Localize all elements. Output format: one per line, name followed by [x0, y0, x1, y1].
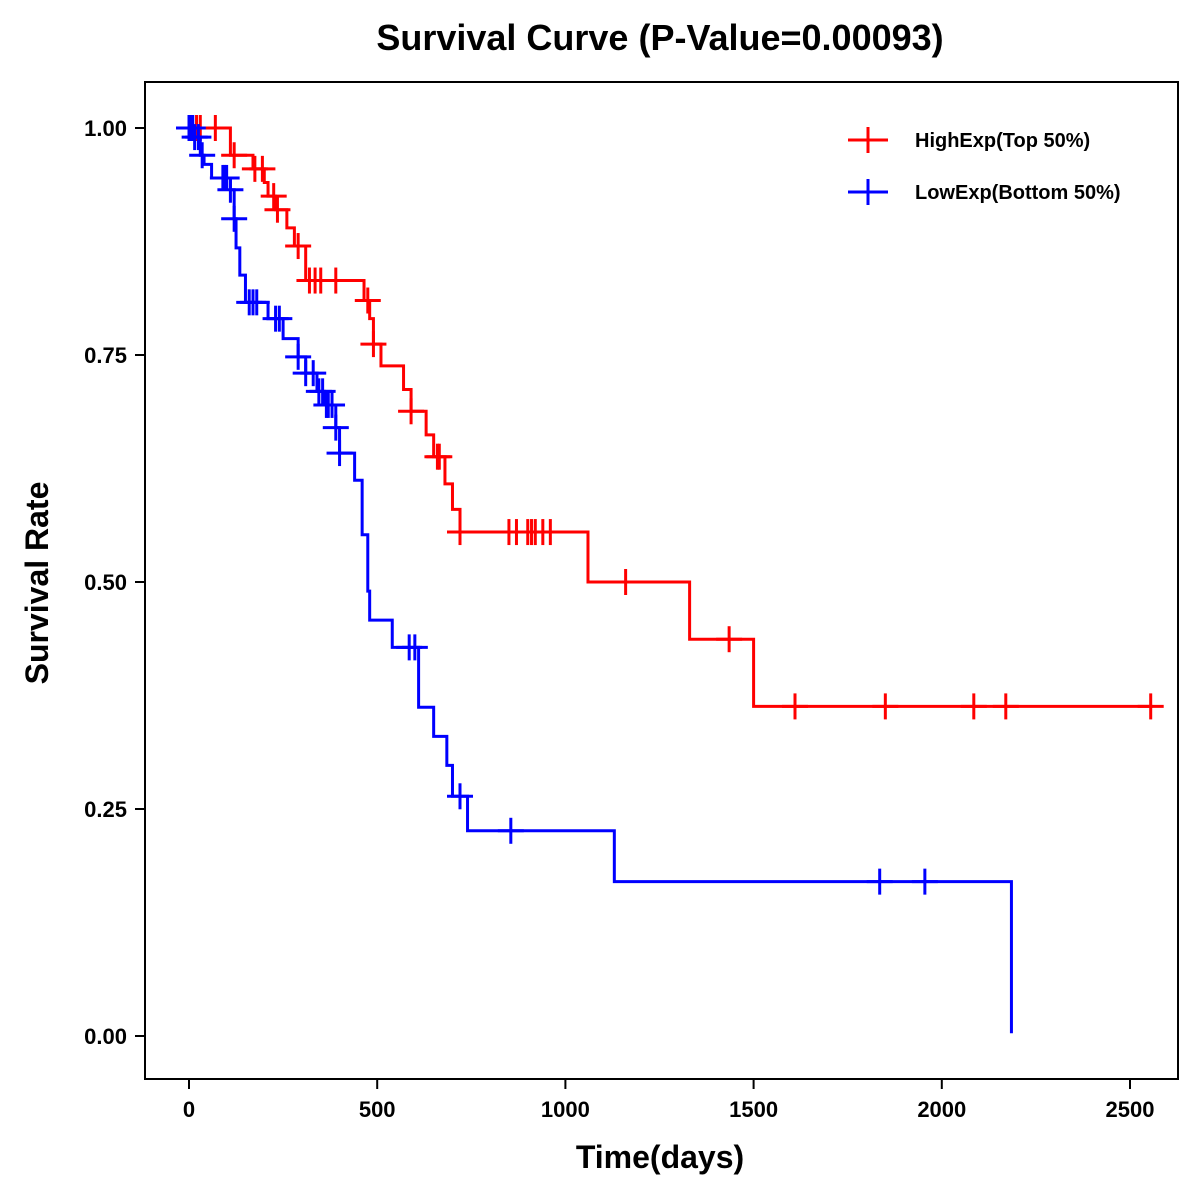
x-tick-label: 2500 — [1106, 1097, 1155, 1122]
y-tick-label: 1.00 — [84, 116, 127, 141]
x-tick-label: 0 — [183, 1097, 195, 1122]
x-tick-label: 500 — [359, 1097, 396, 1122]
x-tick-label: 1500 — [729, 1097, 778, 1122]
legend-label-highexp: HighExp(Top 50%) — [915, 130, 1090, 152]
x-tick-label: 2000 — [917, 1097, 966, 1122]
y-axis-ticks: 0.00 0.25 0.50 0.75 1.00 — [84, 116, 145, 1049]
x-axis-title: Time(days) — [576, 1139, 744, 1175]
y-tick-label: 0.75 — [84, 343, 127, 368]
plot-frame — [144, 81, 1179, 1080]
x-axis-ticks: 0 500 1000 1500 2000 2500 — [183, 1079, 1155, 1122]
legend-label-lowexp: LowExp(Bottom 50%) — [915, 182, 1121, 204]
x-tick-label: 1000 — [541, 1097, 590, 1122]
series-layer — [176, 115, 1164, 1034]
y-tick-label: 0.50 — [84, 570, 127, 595]
y-tick-label: 0.25 — [84, 797, 127, 822]
y-axis-title: Survival Rate — [19, 482, 55, 685]
legend: HighExp(Top 50%) LowExp(Bottom 50%) — [848, 127, 1121, 205]
y-tick-label: 0.00 — [84, 1024, 127, 1049]
survival-line-highexp — [189, 126, 1153, 708]
chart-title: Survival Curve (P-Value=0.00093) — [376, 17, 943, 58]
